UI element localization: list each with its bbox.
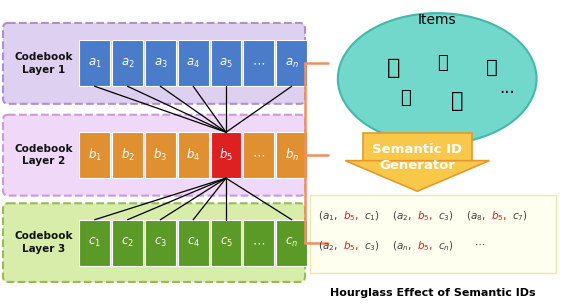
Text: $b_{2}$: $b_{2}$ [121, 147, 135, 163]
Text: $\cdots$: $\cdots$ [252, 57, 266, 70]
FancyBboxPatch shape [3, 115, 305, 196]
Text: $b_{5}$: $b_{5}$ [219, 147, 233, 163]
Text: $b_{4}$: $b_{4}$ [186, 147, 200, 163]
Text: Codebook
Layer 3: Codebook Layer 3 [15, 231, 73, 254]
Text: $c_{n}$: $c_{n}$ [285, 236, 298, 249]
Bar [244, 40, 274, 86]
Text: $(a_2,$: $(a_2,$ [392, 210, 412, 223]
Text: $\cdots$: $\cdots$ [252, 236, 266, 249]
Text: $c_{3}$: $c_{3}$ [154, 236, 167, 249]
Text: $c_{5}$: $c_{5}$ [219, 236, 232, 249]
Text: $b_{1}$: $b_{1}$ [88, 147, 102, 163]
Text: $c_{4}$: $c_{4}$ [187, 236, 200, 249]
Text: 🧳: 🧳 [437, 54, 447, 73]
Bar [210, 220, 241, 266]
Bar [112, 132, 143, 178]
Text: $b_{3}$: $b_{3}$ [153, 147, 168, 163]
Text: $b_5,$: $b_5,$ [417, 210, 433, 223]
Text: $a_{2}$: $a_{2}$ [121, 57, 134, 70]
Text: $(a_8,$: $(a_8,$ [466, 210, 486, 223]
Text: $\cdots$: $\cdots$ [252, 149, 266, 162]
Bar [276, 40, 307, 86]
Text: $a_{n}$: $a_{n}$ [285, 57, 298, 70]
Text: 🧥: 🧥 [451, 91, 463, 110]
Text: ···: ··· [499, 84, 514, 102]
Bar [112, 220, 143, 266]
Text: Codebook
Layer 2: Codebook Layer 2 [15, 144, 73, 166]
Bar [145, 40, 176, 86]
FancyBboxPatch shape [3, 203, 305, 282]
Text: Items: Items [418, 13, 456, 27]
Bar [112, 40, 143, 86]
Bar [244, 132, 274, 178]
Bar [178, 40, 209, 86]
Text: 🧢: 🧢 [486, 58, 497, 77]
Bar [80, 220, 111, 266]
Text: $c_3)$: $c_3)$ [364, 239, 380, 253]
Text: 👟: 👟 [400, 89, 411, 107]
Text: Codebook
Layer 1: Codebook Layer 1 [15, 52, 73, 75]
Bar [276, 220, 307, 266]
Text: Hourglass Effect of Semantic IDs: Hourglass Effect of Semantic IDs [331, 288, 536, 298]
Text: $b_5,$: $b_5,$ [417, 239, 433, 253]
Text: $a_{5}$: $a_{5}$ [219, 57, 233, 70]
Bar [210, 132, 241, 178]
Ellipse shape [338, 13, 536, 144]
Bar [145, 132, 176, 178]
Text: $c_1)$: $c_1)$ [364, 210, 380, 223]
Text: Semantic ID
Generator: Semantic ID Generator [372, 144, 462, 172]
Bar [244, 220, 274, 266]
Text: $c_{1}$: $c_{1}$ [89, 236, 102, 249]
Text: $\cdots$: $\cdots$ [458, 241, 486, 250]
Bar [178, 220, 209, 266]
Text: $a_{4}$: $a_{4}$ [186, 57, 200, 70]
Bar [80, 132, 111, 178]
Bar [210, 40, 241, 86]
Bar [310, 195, 557, 273]
Text: $c_n)$: $c_n)$ [438, 239, 453, 253]
Text: $c_7)$: $c_7)$ [512, 210, 527, 223]
Text: $a_{1}$: $a_{1}$ [88, 57, 102, 70]
Bar [80, 40, 111, 86]
Text: 🎒: 🎒 [387, 58, 400, 78]
Text: $(a_1,$: $(a_1,$ [318, 210, 338, 223]
Text: $b_5,$: $b_5,$ [343, 239, 359, 253]
FancyBboxPatch shape [3, 23, 305, 104]
Bar [276, 132, 307, 178]
Text: $(a_n,$: $(a_n,$ [392, 239, 412, 253]
Text: $c_3)$: $c_3)$ [438, 210, 453, 223]
Text: $b_{n}$: $b_{n}$ [285, 147, 299, 163]
Text: $b_5,$: $b_5,$ [343, 210, 359, 223]
Text: $a_{3}$: $a_{3}$ [153, 57, 168, 70]
Polygon shape [345, 161, 490, 191]
Text: $c_{2}$: $c_{2}$ [121, 236, 134, 249]
Bar [178, 132, 209, 178]
Text: $b_5,$: $b_5,$ [491, 210, 508, 223]
Bar [145, 220, 176, 266]
Text: $(a_2,$: $(a_2,$ [318, 239, 338, 253]
Bar [363, 133, 472, 161]
